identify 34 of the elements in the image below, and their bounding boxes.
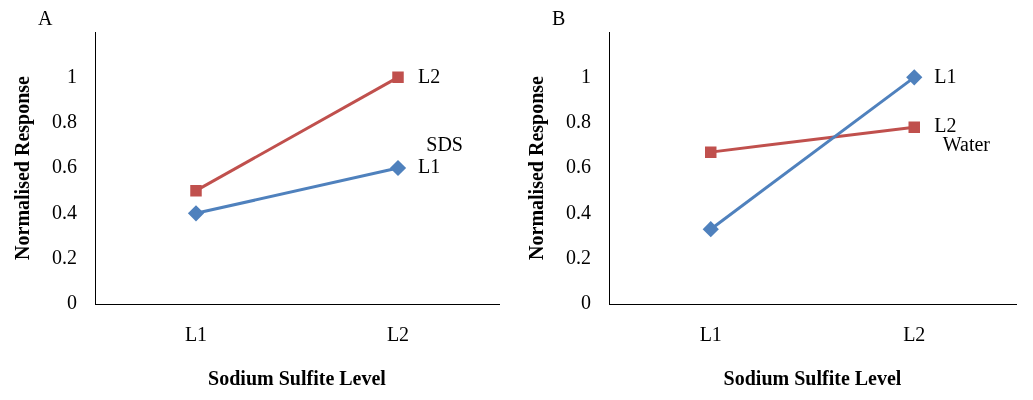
y-tick-label: 1 bbox=[581, 64, 591, 87]
y-tick-label: 1 bbox=[67, 64, 77, 87]
y-tick-label: 0.6 bbox=[566, 155, 591, 178]
annotation: SDS bbox=[426, 133, 463, 156]
x-tick-label: L1 bbox=[699, 323, 722, 346]
point bbox=[705, 146, 717, 158]
y-tick-label: 0.4 bbox=[52, 200, 77, 223]
chart-title: A bbox=[38, 7, 53, 30]
series-label: L1 bbox=[418, 155, 441, 178]
y-tick-label: 0.8 bbox=[566, 109, 591, 132]
point bbox=[190, 184, 202, 197]
y-tick-label: 0 bbox=[581, 291, 591, 314]
point bbox=[188, 205, 204, 221]
y-tick-label: 0.6 bbox=[52, 155, 77, 178]
x-axis-title: Sodium Sulfite Level bbox=[208, 367, 387, 390]
y-tick-label: 0.4 bbox=[566, 200, 591, 223]
point bbox=[390, 160, 406, 176]
y-tick-label: 0 bbox=[67, 291, 77, 314]
point bbox=[703, 221, 719, 237]
series-label: L2 bbox=[418, 64, 441, 87]
y-tick-label: 0.8 bbox=[52, 109, 77, 132]
chart-title: B bbox=[552, 7, 566, 30]
x-tick-label: L2 bbox=[386, 323, 410, 346]
x-axis-title: Sodium Sulfite Level bbox=[723, 367, 902, 390]
y-axis-title: Normalised Response bbox=[11, 75, 35, 260]
y-axis-title: Normalised Response bbox=[525, 75, 549, 260]
y-tick-label: 0.2 bbox=[52, 245, 77, 268]
point bbox=[906, 69, 922, 85]
y-tick-label: 0.2 bbox=[566, 245, 591, 268]
point bbox=[392, 71, 404, 84]
x-tick-label: L2 bbox=[903, 323, 926, 346]
series-label: L1 bbox=[934, 64, 957, 87]
x-tick-label: L1 bbox=[184, 323, 208, 346]
point bbox=[908, 121, 920, 133]
